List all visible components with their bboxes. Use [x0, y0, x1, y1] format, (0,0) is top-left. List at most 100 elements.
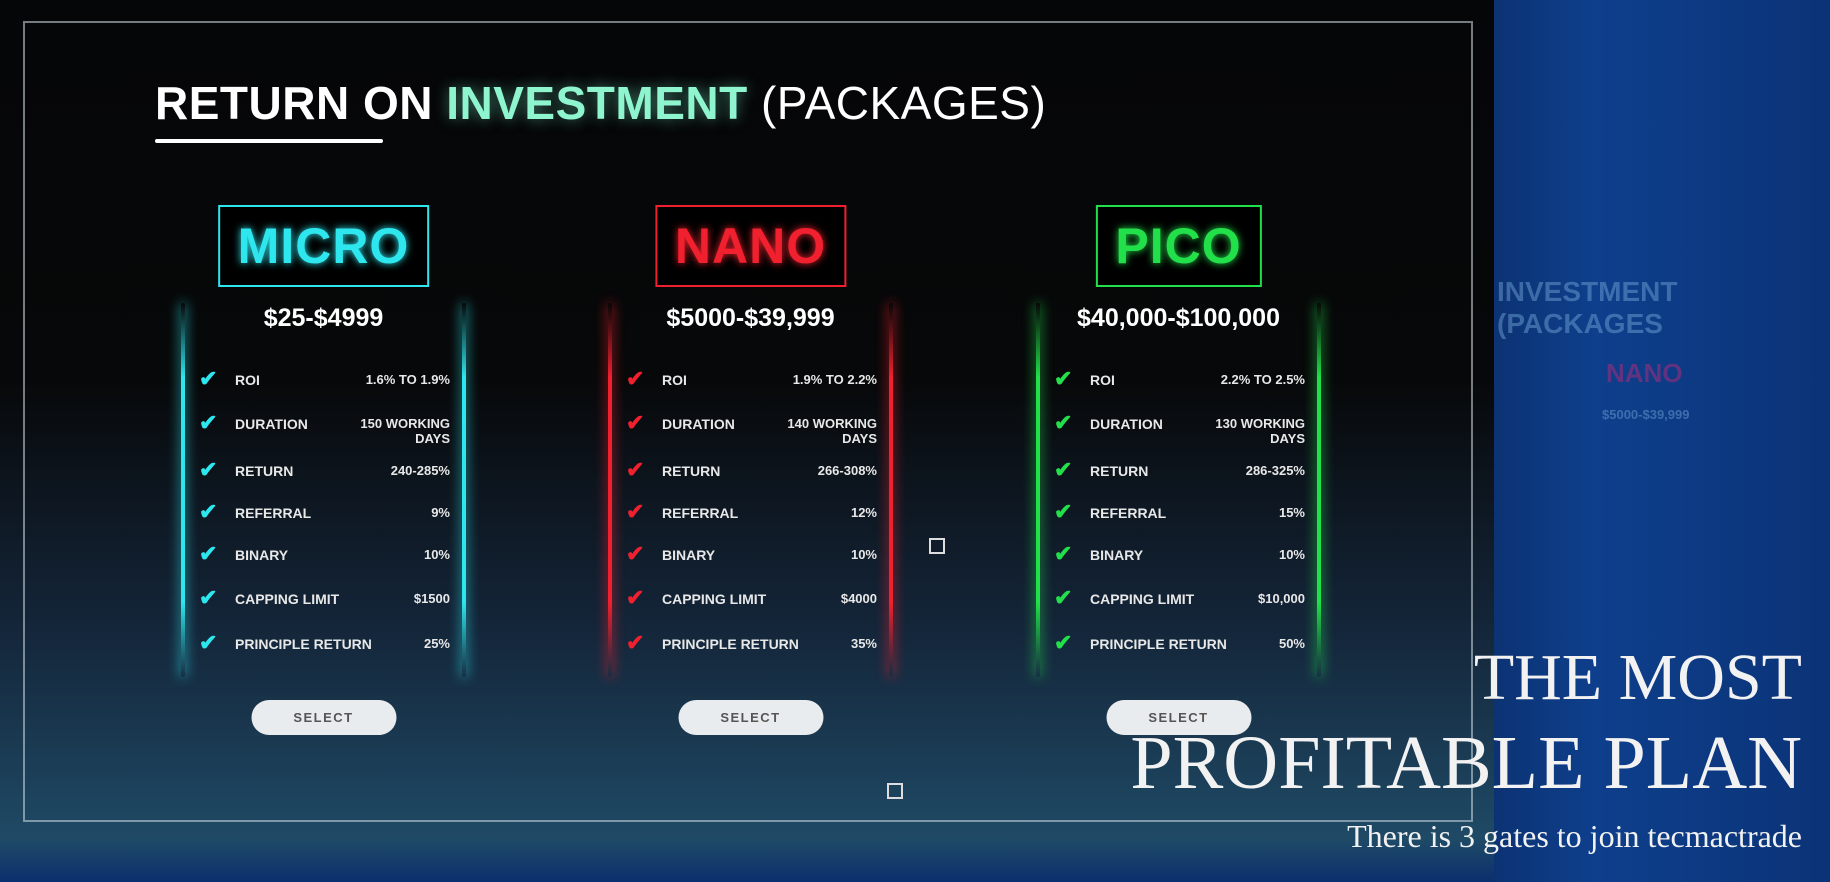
row-value: 12%: [850, 505, 877, 520]
package-features: ✔ ROI 2.2% TO 2.5% ✔ DURATION 130 WORKIN…: [1054, 368, 1305, 654]
glow-line-right: [1317, 303, 1321, 677]
checkmark-icon: ✔: [199, 366, 218, 391]
row-label: CAPPING LIMIT: [235, 591, 340, 607]
row-value: $1500: [413, 591, 450, 606]
checkmark-icon: ✔: [626, 366, 645, 391]
row-value: 1.6% TO 1.9%: [365, 372, 450, 387]
package-row: ✔ BINARY 10%: [1054, 543, 1305, 591]
row-label: RETURN: [235, 463, 294, 479]
row-label: CAPPING LIMIT: [662, 591, 767, 607]
row-value: 2.2% TO 2.5%: [1220, 372, 1305, 387]
select-button[interactable]: SELECT: [678, 700, 823, 735]
select-button[interactable]: SELECT: [251, 700, 396, 735]
row-label: BINARY: [1090, 547, 1144, 563]
checkmark-icon: ✔: [199, 410, 218, 435]
row-value: 9%: [431, 505, 450, 520]
glow-line-left: [608, 303, 612, 677]
row-label: PRINCIPLE RETURN: [662, 636, 799, 652]
row-label: RETURN: [1090, 463, 1149, 479]
row-label: DURATION: [1090, 416, 1163, 432]
checkmark-icon: ✔: [1054, 585, 1073, 610]
package-features: ✔ ROI 1.6% TO 1.9% ✔ DURATION 150 WORKIN…: [199, 368, 450, 654]
select-button[interactable]: SELECT: [1106, 700, 1251, 735]
glow-line-right: [889, 303, 893, 677]
glow-line-right: [462, 303, 466, 677]
package-row: ✔ PRINCIPLE RETURN 25%: [199, 632, 450, 654]
package-row: ✔ RETURN 240-285%: [199, 459, 450, 505]
checkmark-icon: ✔: [199, 457, 218, 482]
package-name-badge: NANO: [654, 205, 847, 287]
page-title: RETURN ON INVESTMENT (PACKAGES): [155, 76, 1046, 130]
package-row: ✔ RETURN 266-308%: [626, 459, 877, 505]
checkmark-icon: ✔: [626, 541, 645, 566]
row-label: PRINCIPLE RETURN: [235, 636, 372, 652]
checkmark-icon: ✔: [199, 499, 218, 524]
caption-line3: There is 3 gates to join tecmactrade: [1347, 818, 1802, 854]
row-label: DURATION: [235, 416, 308, 432]
row-label: PRINCIPLE RETURN: [1090, 636, 1227, 652]
package-row: ✔ REFERRAL 15%: [1054, 501, 1305, 547]
package-row: ✔ ROI 2.2% TO 2.5%: [1054, 368, 1305, 416]
row-label: CAPPING LIMIT: [1090, 591, 1195, 607]
checkmark-icon: ✔: [1054, 541, 1073, 566]
package-card-micro: MICRO $25-$4999 ✔ ROI 1.6% TO 1.9% ✔ DUR…: [181, 0, 466, 840]
checkmark-icon: ✔: [1054, 499, 1073, 524]
row-value: 10%: [850, 547, 877, 562]
row-value: 1.9% TO 2.2%: [792, 372, 877, 387]
checkmark-icon: ✔: [626, 410, 645, 435]
row-label: REFERRAL: [1090, 505, 1167, 521]
square-marker: [929, 538, 945, 554]
panel-frame: [23, 21, 1473, 822]
row-value: 25%: [423, 636, 450, 651]
package-row: ✔ PRINCIPLE RETURN 35%: [626, 632, 877, 654]
package-name-badge: PICO: [1095, 205, 1262, 287]
row-value: $10,000: [1258, 591, 1305, 606]
package-row: ✔ CAPPING LIMIT $10,000: [1054, 587, 1305, 636]
checkmark-icon: ✔: [1054, 457, 1073, 482]
checkmark-icon: ✔: [626, 630, 645, 655]
title-part2: INVESTMENT: [446, 77, 748, 129]
row-label: RETURN: [662, 463, 721, 479]
row-value: 140 WORKING DAYS: [787, 416, 877, 446]
row-value: 50%: [1278, 636, 1305, 651]
ghost-name: NANO: [1606, 358, 1683, 388]
package-row: ✔ DURATION 140 WORKING DAYS: [626, 412, 877, 463]
caption-line2: PROFITABLE PLAN: [1130, 721, 1802, 805]
package-row: ✔ PRINCIPLE RETURN 50%: [1054, 632, 1305, 654]
package-row: ✔ BINARY 10%: [626, 543, 877, 591]
glow-line-left: [1036, 303, 1040, 677]
row-label: REFERRAL: [662, 505, 739, 521]
package-row: ✔ CAPPING LIMIT $1500: [199, 587, 450, 636]
package-price: $40,000-$100,000: [1077, 304, 1280, 332]
checkmark-icon: ✔: [1054, 410, 1073, 435]
title-part3: (PACKAGES): [760, 77, 1047, 129]
package-row: ✔ REFERRAL 12%: [626, 501, 877, 547]
package-row: ✔ ROI 1.9% TO 2.2%: [626, 368, 877, 416]
package-price: $25-$4999: [263, 304, 384, 332]
glow-line-left: [181, 303, 185, 677]
row-label: ROI: [662, 372, 687, 388]
checkmark-icon: ✔: [626, 585, 645, 610]
row-value: 266-308%: [817, 463, 877, 478]
row-value: 15%: [1278, 505, 1305, 520]
square-marker: [887, 783, 903, 799]
row-value: 35%: [850, 636, 877, 651]
checkmark-icon: ✔: [199, 541, 218, 566]
package-name-badge: MICRO: [217, 205, 430, 287]
package-features: ✔ ROI 1.9% TO 2.2% ✔ DURATION 140 WORKIN…: [626, 368, 877, 654]
row-label: DURATION: [662, 416, 735, 432]
row-label: ROI: [235, 372, 260, 388]
caption-line1: THE MOST: [1473, 641, 1802, 714]
ghost-title: INVESTMENT (PACKAGES: [1497, 276, 1678, 339]
checkmark-icon: ✔: [199, 585, 218, 610]
checkmark-icon: ✔: [199, 630, 218, 655]
package-row: ✔ BINARY 10%: [199, 543, 450, 591]
package-row: ✔ REFERRAL 9%: [199, 501, 450, 547]
checkmark-icon: ✔: [626, 499, 645, 524]
row-value: 286-325%: [1245, 463, 1305, 478]
checkmark-icon: ✔: [1054, 630, 1073, 655]
package-row: ✔ ROI 1.6% TO 1.9%: [199, 368, 450, 416]
package-card-nano: NANO $5000-$39,999 ✔ ROI 1.9% TO 2.2% ✔ …: [608, 0, 893, 840]
package-card-pico: PICO $40,000-$100,000 ✔ ROI 2.2% TO 2.5%…: [1036, 0, 1321, 840]
row-value: 10%: [423, 547, 450, 562]
